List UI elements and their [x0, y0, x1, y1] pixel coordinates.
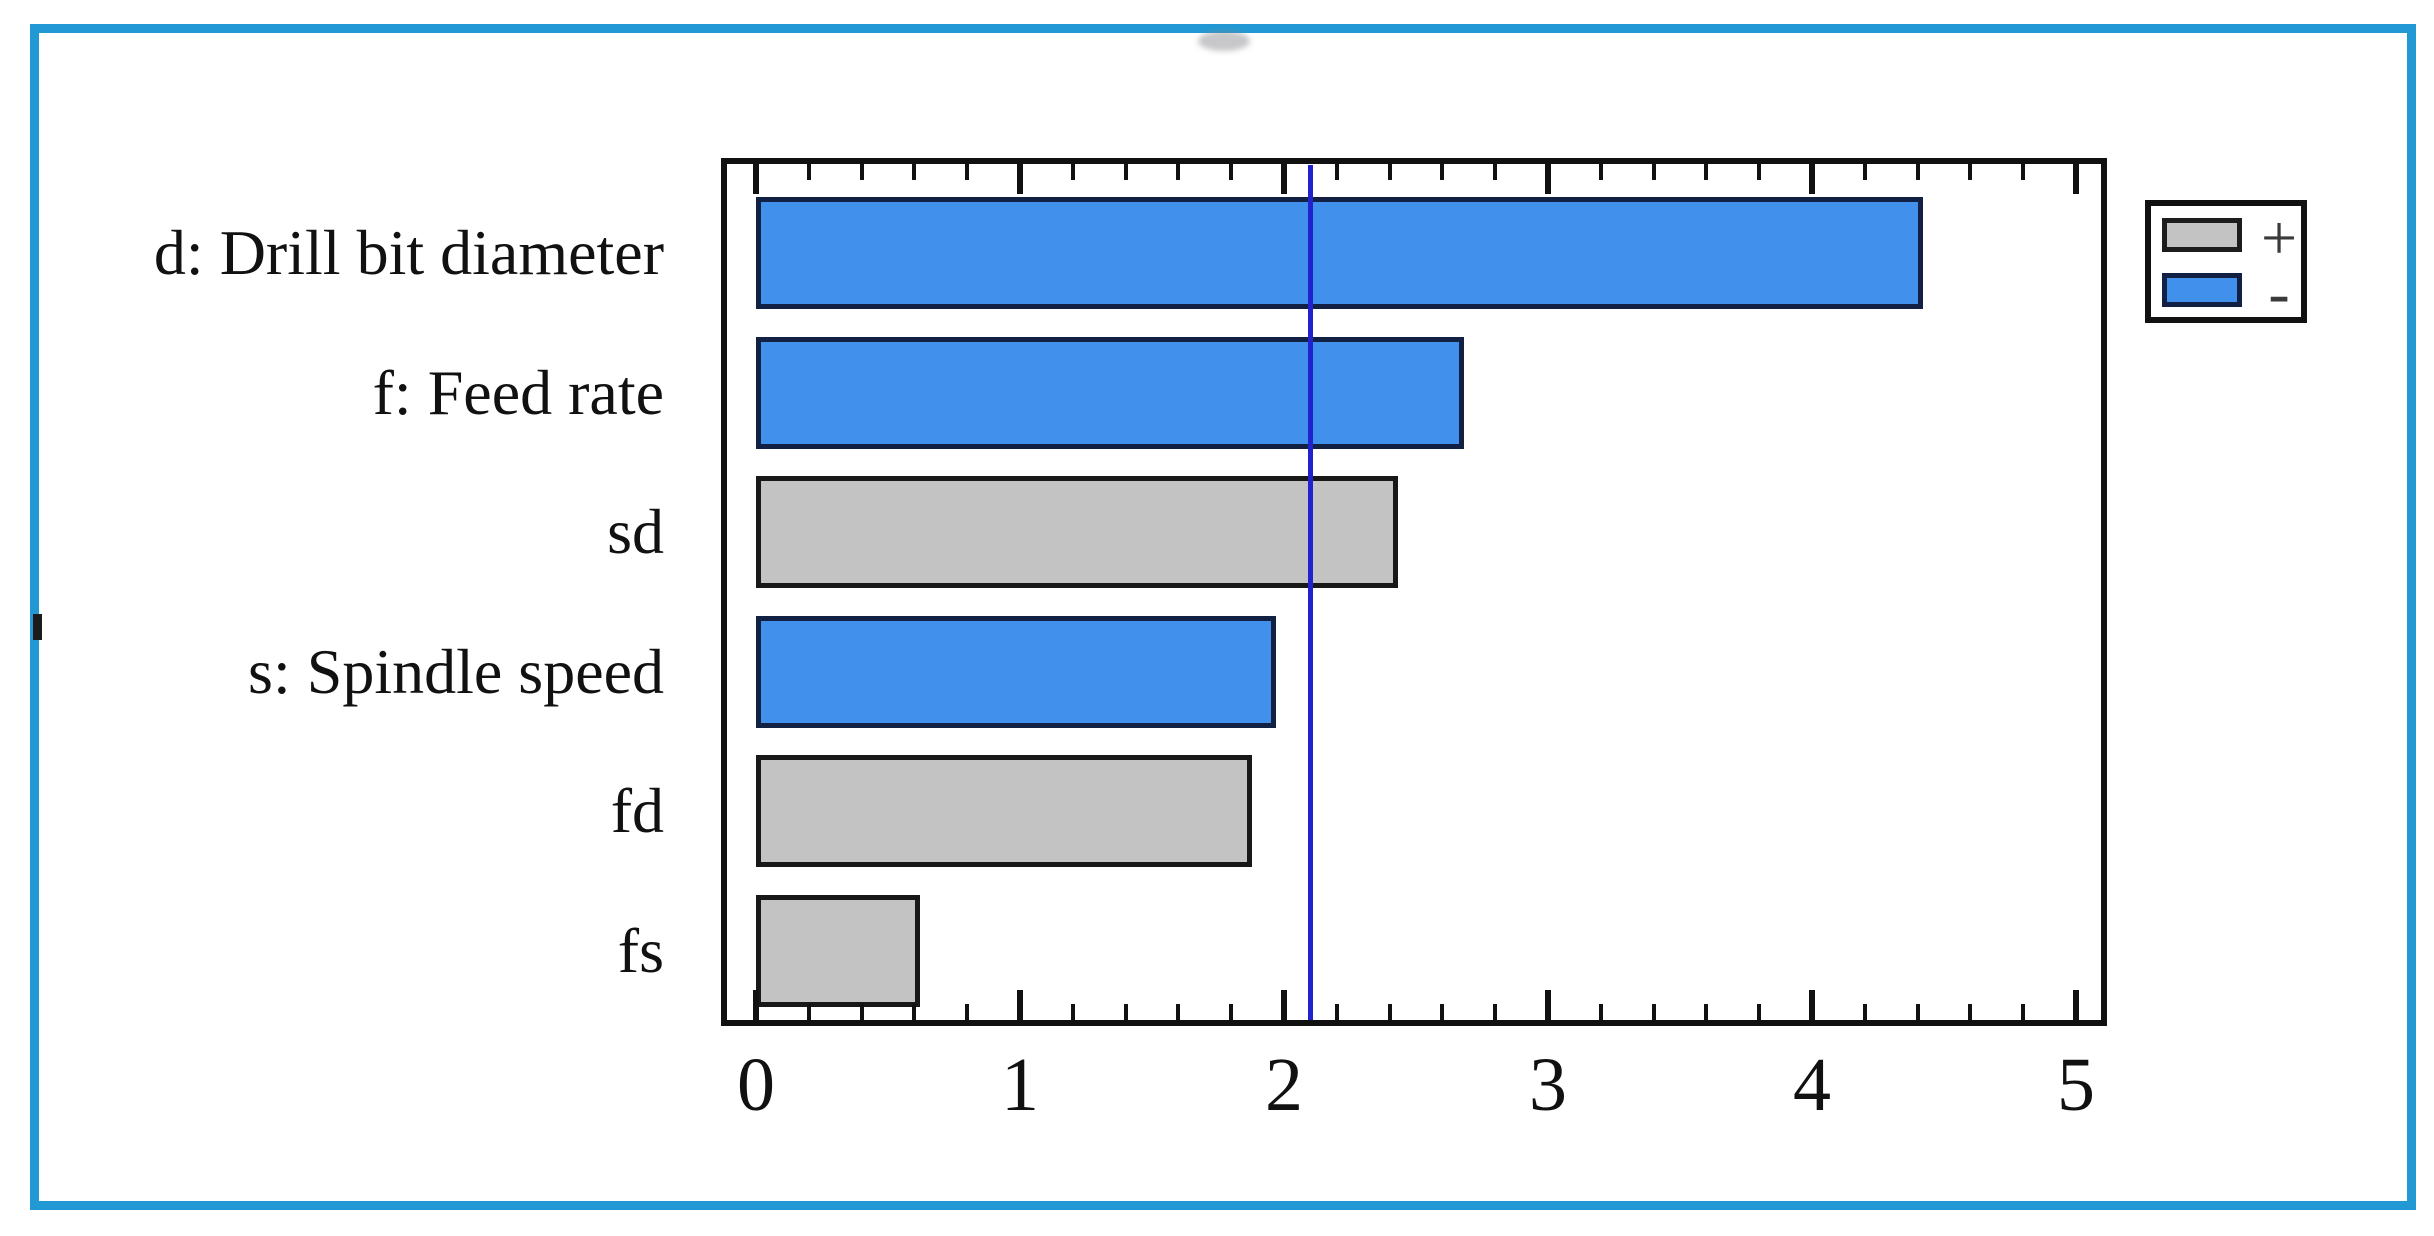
- minor-tick-bottom: [1757, 1004, 1761, 1020]
- minor-tick-bottom: [1599, 1004, 1603, 1020]
- minor-tick-bottom: [1916, 1004, 1920, 1020]
- major-tick-bottom: [1281, 990, 1287, 1020]
- y-axis-label: s: Spindle speed: [248, 635, 664, 707]
- major-tick-top: [753, 164, 759, 194]
- minor-tick-bottom: [1968, 1004, 1972, 1020]
- minor-tick-top: [965, 164, 969, 180]
- bar-negative: [756, 197, 1923, 309]
- minor-tick-top: [1493, 164, 1497, 180]
- bar-positive: [756, 894, 920, 1007]
- minor-tick-top: [2021, 164, 2025, 180]
- major-tick-bottom: [1017, 990, 1023, 1020]
- y-axis-label: sd: [607, 496, 664, 567]
- legend-label-positive: +: [2260, 202, 2298, 273]
- y-axis-label: fs: [617, 914, 664, 986]
- minor-tick-bottom: [860, 1004, 864, 1020]
- minor-tick-top: [807, 164, 811, 180]
- minor-tick-top: [1124, 164, 1128, 180]
- minor-tick-bottom: [965, 1004, 969, 1020]
- minor-tick-bottom: [1652, 1004, 1656, 1020]
- minor-tick-top: [1176, 164, 1180, 180]
- minor-tick-top: [1335, 164, 1339, 180]
- minor-tick-bottom: [1176, 1004, 1180, 1020]
- minor-tick-top: [860, 164, 864, 180]
- major-tick-top: [1281, 164, 1287, 194]
- minor-tick-bottom: [1124, 1004, 1128, 1020]
- minor-tick-top: [1863, 164, 1867, 180]
- minor-tick-top: [1071, 164, 1075, 180]
- minor-tick-bottom: [1704, 1004, 1708, 1020]
- significance-reference-line: [1308, 165, 1313, 1020]
- scan-artifact-smudge: [1198, 31, 1250, 51]
- x-tick-label: 1: [1001, 1043, 1039, 1127]
- minor-tick-top: [1916, 164, 1920, 180]
- y-axis-label: fd: [610, 775, 664, 846]
- y-axis-label: f: Feed rate: [372, 356, 664, 428]
- minor-tick-bottom: [1229, 1004, 1233, 1020]
- scan-artifact-dash: [33, 614, 42, 640]
- minor-tick-top: [1388, 164, 1392, 180]
- bar-negative: [756, 336, 1464, 449]
- x-tick-label: 0: [737, 1043, 775, 1127]
- minor-tick-bottom: [1493, 1004, 1497, 1020]
- major-tick-top: [1545, 164, 1551, 194]
- minor-tick-bottom: [1071, 1004, 1075, 1020]
- major-tick-top: [1017, 164, 1023, 194]
- legend-swatch-negative: [2162, 273, 2242, 307]
- legend-swatch-positive: [2162, 218, 2242, 252]
- minor-tick-bottom: [807, 1004, 811, 1020]
- minor-tick-top: [1440, 164, 1444, 180]
- minor-tick-bottom: [2021, 1004, 2025, 1020]
- y-axis-label: d: Drill bit diameter: [153, 217, 664, 288]
- minor-tick-bottom: [1388, 1004, 1392, 1020]
- x-tick-label: 3: [1529, 1043, 1567, 1127]
- minor-tick-top: [1229, 164, 1233, 180]
- bar-negative: [756, 615, 1276, 728]
- bar-positive: [756, 755, 1252, 867]
- x-tick-label: 4: [1793, 1043, 1831, 1127]
- minor-tick-top: [1757, 164, 1761, 180]
- major-tick-bottom: [2073, 990, 2079, 1020]
- major-tick-bottom: [753, 990, 759, 1020]
- minor-tick-top: [1704, 164, 1708, 180]
- legend: + -: [2145, 200, 2307, 328]
- major-tick-bottom: [1809, 990, 1815, 1020]
- minor-tick-bottom: [1863, 1004, 1867, 1020]
- minor-tick-bottom: [1335, 1004, 1339, 1020]
- minor-tick-top: [1652, 164, 1656, 180]
- major-tick-top: [1809, 164, 1815, 194]
- major-tick-top: [2073, 164, 2079, 194]
- major-tick-bottom: [1545, 990, 1551, 1020]
- legend-label-negative: -: [2268, 257, 2290, 328]
- bar-positive: [756, 476, 1398, 588]
- minor-tick-top: [912, 164, 916, 180]
- minor-tick-bottom: [912, 1004, 916, 1020]
- x-tick-label: 5: [2057, 1043, 2095, 1127]
- x-tick-label: 2: [1265, 1043, 1303, 1127]
- minor-tick-bottom: [1440, 1004, 1444, 1020]
- minor-tick-top: [1968, 164, 1972, 180]
- minor-tick-top: [1599, 164, 1603, 180]
